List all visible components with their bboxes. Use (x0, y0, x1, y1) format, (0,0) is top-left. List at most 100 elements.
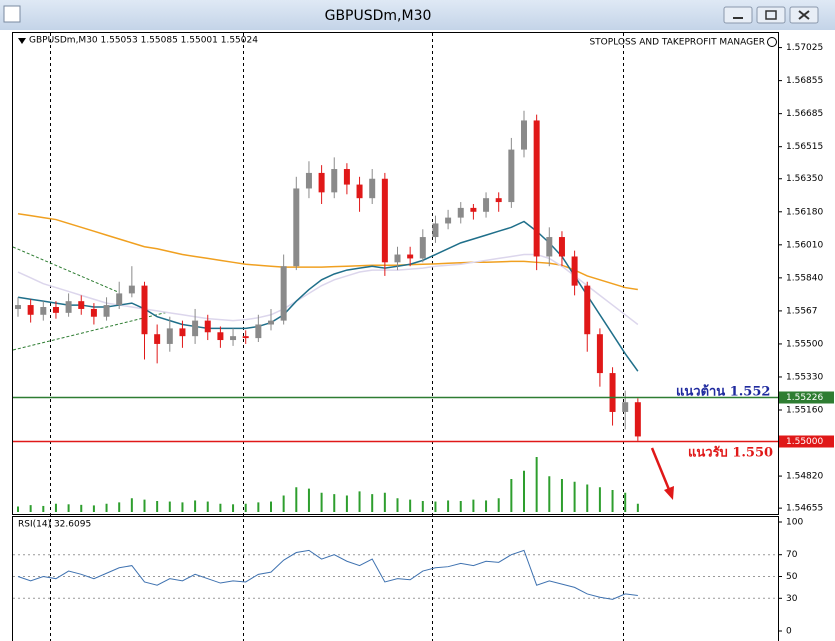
candle-body (230, 336, 237, 341)
candle-body (15, 305, 21, 309)
level-price-box (779, 391, 834, 404)
volume-bar (42, 505, 45, 512)
volume-bar (523, 470, 525, 512)
y-tick-label: 1.57025 (786, 43, 823, 53)
volume-bar (371, 494, 374, 512)
candle-body (596, 334, 603, 374)
main-panel-frame (12, 32, 779, 515)
candle-body (27, 305, 34, 315)
volume-bar (143, 499, 146, 512)
candle-body (521, 120, 527, 150)
candle-body (128, 285, 135, 294)
maximize-button[interactable] (756, 6, 786, 24)
candle-body (622, 402, 629, 412)
volume-bar (611, 490, 614, 512)
y-tick-label: 1.5567 (786, 306, 818, 316)
window-buttons[interactable] (723, 6, 819, 24)
y-tick-label: 70 (786, 550, 798, 560)
candle-body (293, 188, 300, 267)
volume-bar (156, 501, 159, 512)
candle-body (217, 332, 224, 341)
volume-bar (295, 487, 298, 512)
y-tick-label: 1.56180 (786, 207, 823, 217)
level-price-box (779, 435, 834, 448)
volume-bar (54, 503, 57, 512)
y-tick-label: 1.54655 (786, 504, 823, 514)
volume-bar (345, 495, 348, 512)
candle-body (242, 336, 249, 339)
candle-body (356, 184, 363, 199)
y-tick-label: 1.55330 (786, 372, 823, 382)
volume-bar (80, 504, 83, 512)
close-icon (798, 10, 810, 20)
minimize-button[interactable] (723, 6, 753, 24)
candle-body (381, 178, 388, 263)
level-price-label: 1.55000 (786, 437, 823, 447)
candle-body (204, 320, 211, 333)
volume-bar (383, 492, 386, 512)
rsi-title: RSI(14) 32.6095 (18, 520, 91, 530)
volume-bar (624, 492, 627, 512)
volume-bar (510, 479, 513, 512)
candle-body (584, 285, 591, 335)
candle-body (166, 328, 173, 344)
candle-body (369, 178, 376, 199)
candle-body (394, 254, 401, 263)
y-tick-label: 30 (786, 594, 798, 604)
volume-bar (586, 484, 589, 512)
candle-body (154, 334, 161, 344)
candle-body (445, 217, 452, 224)
candle-body (52, 307, 59, 313)
candle-body (192, 320, 199, 337)
arrow-head (664, 486, 674, 500)
volume-bar (130, 498, 133, 512)
y-tick-label: 1.56855 (786, 76, 823, 86)
candle-body (268, 320, 274, 325)
candle-body (179, 328, 186, 337)
volume-bar (270, 501, 272, 512)
volume-bar (168, 501, 171, 512)
volume-bar (396, 498, 399, 512)
support-annotation: แนวรับ 1.550 (688, 446, 773, 461)
chart-header: GBPUSDm,M30 1.55053 1.55085 1.55001 1.55… (29, 36, 258, 46)
candle-body (141, 285, 148, 335)
volume-bar (573, 481, 576, 512)
volume-bar (548, 476, 551, 512)
y-tick-label: 1.54820 (786, 472, 823, 482)
candle-body (90, 308, 97, 317)
volume-bar (358, 491, 361, 512)
volume-bar (447, 500, 450, 512)
window-icon (3, 5, 21, 23)
volume-bar (282, 495, 285, 512)
y-tick-label: 1.55160 (786, 406, 823, 416)
title-bar (0, 0, 835, 30)
volume-bar (118, 502, 121, 512)
resistance-annotation: แนวต้าน 1.552 (676, 384, 770, 400)
indicator-name: STOPLOSS AND TAKEPROFIT MANAGER (589, 38, 765, 48)
volume-bar (194, 500, 197, 512)
candle-body (432, 223, 439, 238)
volume-bar (181, 502, 184, 512)
candle-body (558, 237, 565, 257)
window-title: GBPUSDm,M30 (325, 8, 432, 24)
volume-bar (421, 501, 424, 512)
candle-body (508, 149, 515, 203)
candle-body (40, 307, 47, 315)
volume-bar (67, 504, 70, 512)
y-tick-label: 1.56010 (786, 240, 823, 250)
volume-bar (485, 500, 488, 512)
candle-body (495, 198, 502, 203)
candle-body (103, 305, 110, 317)
client-area (0, 30, 835, 641)
y-tick-label: 0 (786, 627, 792, 637)
candle-body (609, 373, 616, 412)
candle-body (78, 301, 85, 309)
arrow-shaft (650, 447, 672, 493)
candle-body (457, 207, 464, 218)
candle-body (634, 402, 641, 437)
y-tick-label: 1.56515 (786, 142, 823, 152)
moving-average (17, 212, 638, 291)
candle-body (318, 172, 325, 193)
